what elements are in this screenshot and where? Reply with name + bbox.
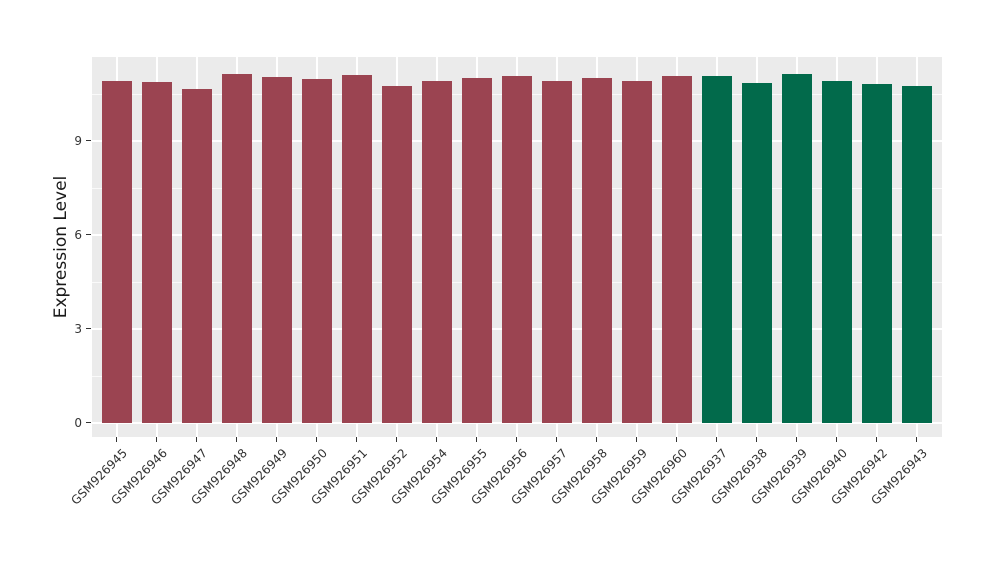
bar-GSM926945 <box>101 81 132 423</box>
y-tick-label: 0 <box>74 415 82 430</box>
x-tick-mark <box>156 437 158 442</box>
x-tick-mark <box>196 437 198 442</box>
bar-GSM926949 <box>261 76 292 423</box>
x-tick-mark <box>236 437 238 442</box>
bar-GSM926948 <box>221 73 252 423</box>
y-tick-label: 3 <box>74 321 82 336</box>
bar-GSM926951 <box>341 74 372 423</box>
x-tick-mark <box>756 437 758 442</box>
bar-GSM926952 <box>381 85 412 423</box>
y-axis-title: Expression Level <box>51 175 71 319</box>
x-tick-mark <box>356 437 358 442</box>
bar-GSM926959 <box>621 80 652 423</box>
plot-panel <box>92 57 942 437</box>
x-tick-mark <box>716 437 718 442</box>
bar-GSM926957 <box>541 81 572 423</box>
y-tick-label: 6 <box>74 227 82 242</box>
bar-GSM926950 <box>301 78 332 423</box>
bar-GSM926955 <box>461 78 492 423</box>
x-tick-mark <box>436 437 438 442</box>
y-tick-mark <box>86 328 91 330</box>
bar-GSM926960 <box>661 76 692 423</box>
bar-GSM926939 <box>781 73 812 423</box>
x-tick-mark <box>116 437 118 442</box>
bar-GSM926938 <box>741 83 772 423</box>
x-tick-mark <box>396 437 398 442</box>
y-tick-mark <box>86 234 91 236</box>
x-tick-mark <box>796 437 798 442</box>
x-tick-mark <box>596 437 598 442</box>
bar-GSM926958 <box>581 78 612 423</box>
bar-GSM926937 <box>701 76 732 423</box>
x-tick-mark <box>676 437 678 442</box>
x-tick-mark <box>476 437 478 442</box>
bar-GSM926946 <box>141 81 172 423</box>
major-gridline <box>92 421 942 424</box>
x-tick-mark <box>516 437 518 442</box>
y-tick-label: 9 <box>74 133 82 148</box>
x-tick-mark <box>916 437 918 442</box>
x-tick-mark <box>556 437 558 442</box>
x-tick-mark <box>316 437 318 442</box>
y-tick-mark <box>86 422 91 424</box>
y-tick-mark <box>86 140 91 142</box>
x-tick-mark <box>276 437 278 442</box>
bar-GSM926940 <box>821 81 852 423</box>
bar-GSM926942 <box>861 83 892 423</box>
x-tick-mark <box>876 437 878 442</box>
x-tick-mark <box>836 437 838 442</box>
x-tick-mark <box>636 437 638 442</box>
bar-GSM926943 <box>901 85 932 423</box>
bar-GSM926956 <box>501 75 532 423</box>
bar-GSM926947 <box>181 89 212 423</box>
bar-GSM926954 <box>421 81 452 423</box>
